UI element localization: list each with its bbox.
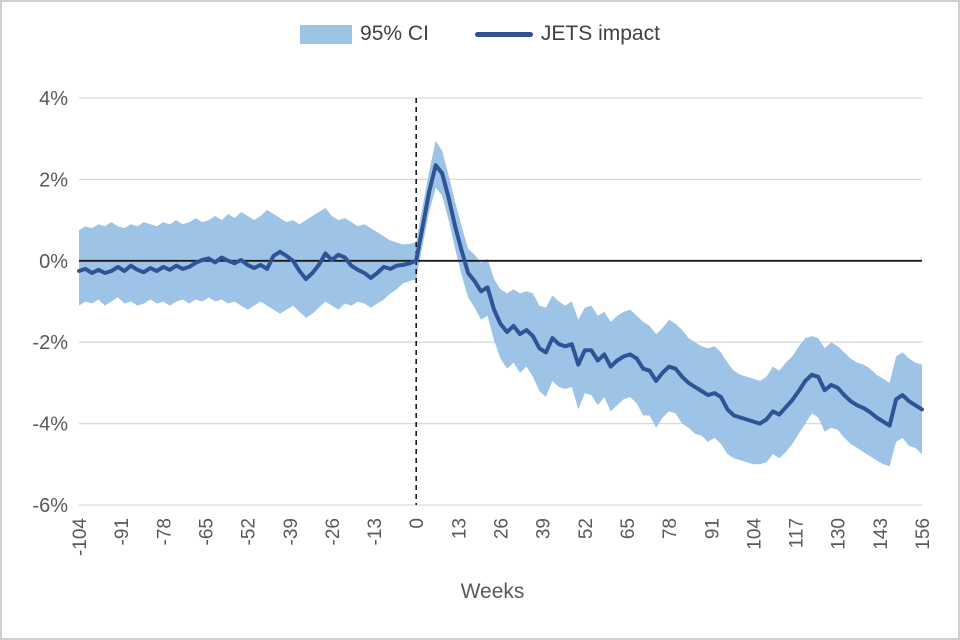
y-tick-label: -6% <box>32 495 68 517</box>
x-tick-label: -26 <box>323 518 344 545</box>
x-tick-label: 130 <box>829 518 850 550</box>
y-tick-label: 2% <box>39 169 68 191</box>
y-tick-label: -4% <box>32 414 68 436</box>
x-tick-label: -104 <box>70 518 91 556</box>
jets-impact-line <box>77 163 924 428</box>
legend-label-impact: JETS impact <box>540 22 660 45</box>
y-tick-label: 0% <box>39 251 68 273</box>
x-axis-title: Weeks <box>461 580 525 603</box>
ci-band <box>79 140 922 467</box>
x-tick-label: 156 <box>913 518 934 550</box>
x-tick-label: -39 <box>281 518 302 545</box>
x-tick-label: -91 <box>112 518 133 545</box>
x-tick-label: 39 <box>534 518 555 539</box>
legend-item-ci: 95% CI <box>300 22 429 46</box>
legend-label-ci: 95% CI <box>360 22 429 45</box>
legend-item-impact: JETS impact <box>474 22 660 46</box>
x-tick-label: 65 <box>618 518 639 539</box>
y-tick-label: 4% <box>39 88 68 110</box>
ci-band-swatch-icon <box>300 24 353 44</box>
x-tick-label: -52 <box>239 518 260 545</box>
impact-line-swatch-icon <box>474 31 533 37</box>
x-tick-label: -78 <box>154 518 175 545</box>
x-tick-label: 0 <box>407 518 428 529</box>
x-tick-label: 78 <box>660 518 681 539</box>
x-tick-label: -13 <box>365 518 386 545</box>
y-tick-label: -2% <box>32 332 68 354</box>
x-tick-label: 13 <box>449 518 470 539</box>
x-tick-label: 91 <box>702 518 723 539</box>
x-tick-label: 143 <box>871 518 892 550</box>
x-tick-label: 52 <box>576 518 597 539</box>
x-tick-label: 117 <box>787 518 808 548</box>
chart-legend: 95% CI JETS impact <box>2 22 958 46</box>
x-tick-label: -65 <box>196 518 217 545</box>
x-tick-label: 104 <box>744 518 765 550</box>
x-tick-label: 26 <box>492 518 513 539</box>
